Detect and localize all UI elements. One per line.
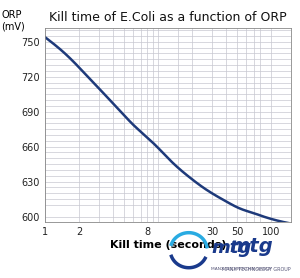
Text: mtg: mtg <box>211 239 251 257</box>
Text: MANX TECHNOLOGY GROUP: MANX TECHNOLOGY GROUP <box>222 267 291 272</box>
Y-axis label: ORP
(mV): ORP (mV) <box>1 10 25 32</box>
X-axis label: Kill time (seconds): Kill time (seconds) <box>110 240 226 250</box>
Text: mtg: mtg <box>229 237 273 256</box>
Title: Kill time of E.Coli as a function of ORP: Kill time of E.Coli as a function of ORP <box>49 11 287 24</box>
Text: MANX TECHNOLOGY GROUP: MANX TECHNOLOGY GROUP <box>211 267 272 271</box>
